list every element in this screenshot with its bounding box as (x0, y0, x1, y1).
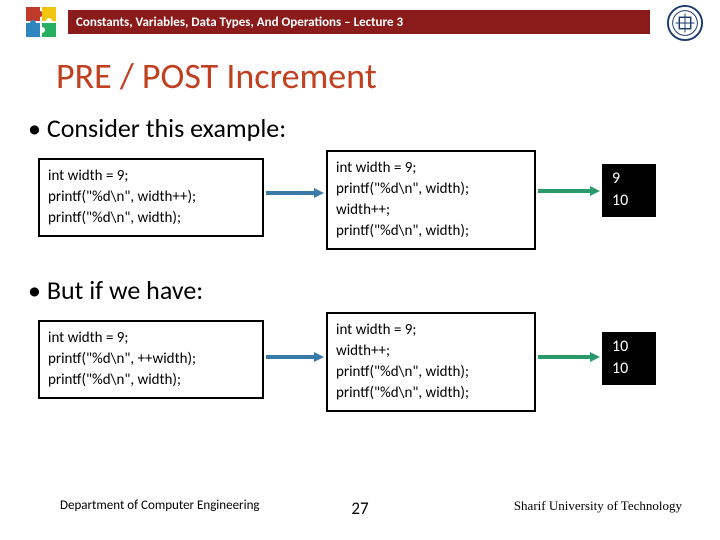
arrow-icon (538, 186, 600, 196)
bullet-but-if: • But if we have: (28, 274, 203, 306)
slide-footer: Department of Computer Engineering 27 Sh… (0, 498, 720, 522)
header-bar: Constants, Variables, Data Types, And Op… (68, 10, 650, 34)
footer-department: Department of Computer Engineering (60, 498, 260, 513)
slide-header: Constants, Variables, Data Types, And Op… (0, 0, 720, 44)
code-box-post-expanded: int width = 9; printf("%d\n", width); wi… (326, 150, 536, 250)
puzzle-logo-icon (20, 2, 62, 42)
arrow-icon (266, 352, 324, 362)
arrow-icon (266, 188, 324, 198)
arrow-icon (538, 352, 600, 362)
footer-university: Sharif University of Technology (514, 498, 682, 514)
code-box-pre-increment: int width = 9; printf("%d\n", ++width); … (38, 320, 264, 399)
output-box-1: 9 10 (602, 164, 656, 217)
code-box-pre-expanded: int width = 9; width++; printf("%d\n", w… (326, 312, 536, 412)
header-text: Constants, Variables, Data Types, And Op… (76, 15, 403, 30)
code-box-post-increment: int width = 9; printf("%d\n", width++); … (38, 158, 264, 237)
university-seal-icon (666, 4, 704, 42)
page-number: 27 (351, 498, 368, 519)
output-box-2: 10 10 (602, 332, 656, 385)
bullet-consider: • Consider this example: (28, 112, 286, 144)
slide-title: PRE / POST Increment (56, 54, 377, 98)
